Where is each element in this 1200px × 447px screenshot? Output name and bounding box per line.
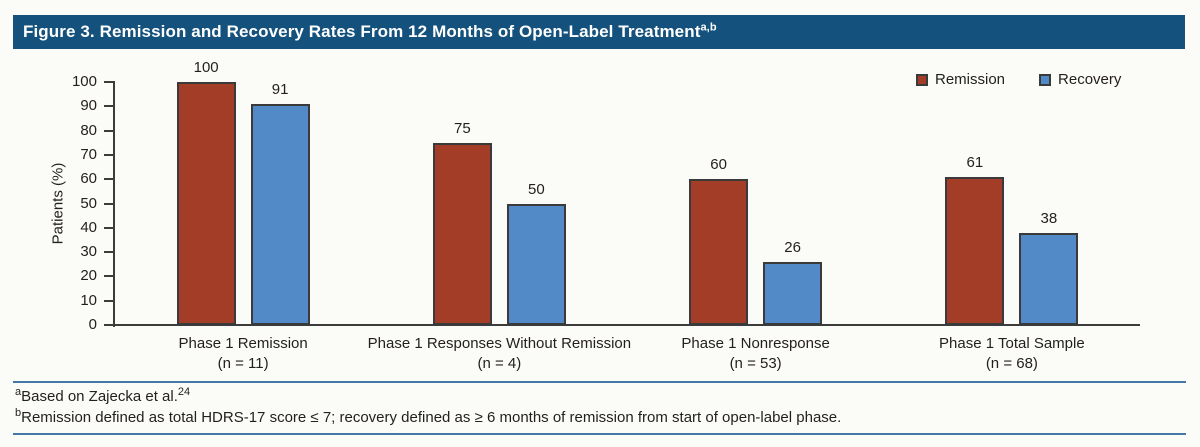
y-tick-mark: [104, 129, 113, 132]
footnote-text: Remission defined as total HDRS-17 score…: [21, 409, 842, 426]
bar-recovery-group-3: [763, 261, 823, 325]
y-tick-mark: [104, 324, 113, 326]
x-axis-line: [113, 324, 1140, 326]
y-axis-line: [113, 81, 115, 327]
category-label-text: Phase 1 Total Sample: [939, 335, 1085, 352]
bar-value-label: 26: [784, 238, 801, 256]
bar-value-label: 61: [966, 153, 984, 171]
legend-swatch-icon: [916, 73, 928, 86]
y-tick-mark: [104, 178, 113, 181]
legend-item-remission: Remission: [916, 71, 1005, 88]
y-tick-label: 20: [80, 267, 97, 285]
footnote: bRemission defined as total HDRS-17 scor…: [15, 407, 1186, 428]
category-n-label: (n = 11): [217, 355, 269, 372]
footnote: aBased on Zajecka et al.24: [15, 386, 1186, 407]
category-label-text: Phase 1 Responses Without Remission: [367, 335, 632, 352]
plot-area: Patients (%) 0 10 20 30 40 50 60 70 80 90 100 100 91…: [50, 59, 1140, 372]
legend: Remission Recovery: [916, 71, 1121, 88]
bar-remission-group-3: [689, 179, 749, 325]
footnote-superscript: 24: [177, 386, 191, 398]
y-tick-mark: [104, 226, 113, 229]
category-label-text: Phase 1 Nonresponse: [681, 335, 830, 352]
category-label: Phase 1 Responses Without Remission (n = …: [329, 334, 669, 374]
category-n-label: (n = 53): [729, 355, 782, 372]
legend-swatch-icon: [1039, 73, 1052, 86]
bar-value-label: 60: [710, 156, 727, 174]
y-tick-mark: [104, 105, 113, 108]
bar-value-label: 38: [1040, 209, 1058, 227]
figure-title-superscript: a,b: [700, 21, 717, 34]
bar-value-label: 100: [193, 59, 219, 76]
y-tick-label: 30: [80, 243, 97, 261]
y-tick-mark: [104, 202, 113, 205]
legend-label: Remission: [935, 71, 1006, 88]
category-n-label: (n = 4): [477, 355, 522, 372]
bar-recovery-group-4: [1019, 232, 1079, 325]
category-label-text: Phase 1 Remission: [178, 335, 308, 352]
y-tick-mark: [104, 299, 113, 302]
y-tick-label: 80: [80, 121, 97, 139]
y-tick-label: 40: [80, 218, 97, 236]
y-tick-label: 90: [80, 97, 97, 115]
y-tick-label: 0: [88, 316, 97, 333]
bar-value-label: 91: [271, 80, 289, 98]
category-label: Phase 1 Nonresponse (n = 53): [586, 334, 926, 374]
legend-item-recovery: Recovery: [1039, 71, 1121, 88]
y-tick-label: 60: [80, 170, 97, 188]
bar-remission-group-4: [945, 176, 1005, 325]
category-label: Phase 1 Remission (n = 11): [73, 334, 413, 374]
y-tick-label: 10: [80, 291, 97, 309]
footnote-marker: b: [15, 407, 22, 419]
bar-remission-group-2: [432, 142, 492, 325]
footnotes-section: aBased on Zajecka et al.24 bRemission def…: [13, 381, 1186, 435]
bar-value-label: 50: [528, 180, 545, 198]
legend-label: Recovery: [1058, 71, 1122, 88]
bar-value-label: 75: [454, 119, 471, 137]
y-tick-mark: [104, 275, 113, 278]
footnote-marker: a: [15, 386, 22, 398]
y-tick-label: 100: [71, 73, 97, 90]
y-tick-mark: [104, 153, 113, 156]
figure-title: Figure 3. Remission and Recovery Rates F…: [23, 22, 701, 41]
y-tick-label: 50: [80, 194, 97, 212]
y-tick-mark: [104, 81, 113, 83]
bar-recovery-group-1: [250, 103, 310, 325]
y-tick-label: 70: [80, 145, 97, 163]
bar-recovery-group-2: [506, 203, 566, 325]
footnote-text: Based on Zajecka et al.: [21, 388, 178, 405]
figure-title-bar: Figure 3. Remission and Recovery Rates F…: [13, 15, 1185, 49]
y-tick-mark: [104, 251, 113, 254]
category-label: Phase 1 Total Sample (n = 68): [842, 334, 1182, 374]
bar-remission-group-1: [176, 82, 236, 325]
category-n-label: (n = 68): [985, 355, 1038, 372]
